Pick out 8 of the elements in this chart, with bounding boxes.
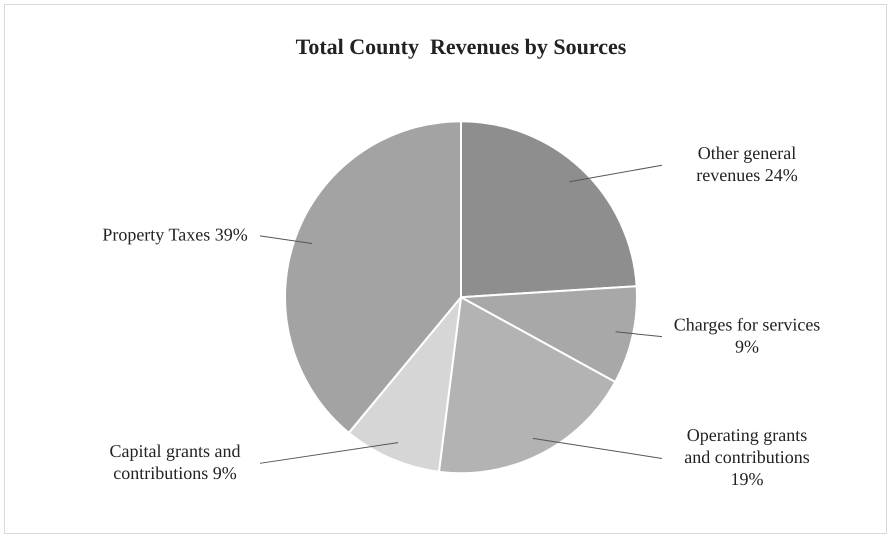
data-label: 9% — [735, 336, 759, 356]
slice-label: Property Taxes 39% — [102, 224, 248, 245]
slice-label: Other general revenues 24% — [696, 142, 798, 185]
slice-label: Charges for services — [674, 314, 820, 334]
slice-label: Capital grants and contributions 9% — [110, 441, 240, 484]
chart-title: Total County Revenues by Sources — [296, 34, 627, 59]
slice-label: Operating grants and contributions — [684, 425, 810, 468]
data-label: 19% — [730, 469, 764, 490]
